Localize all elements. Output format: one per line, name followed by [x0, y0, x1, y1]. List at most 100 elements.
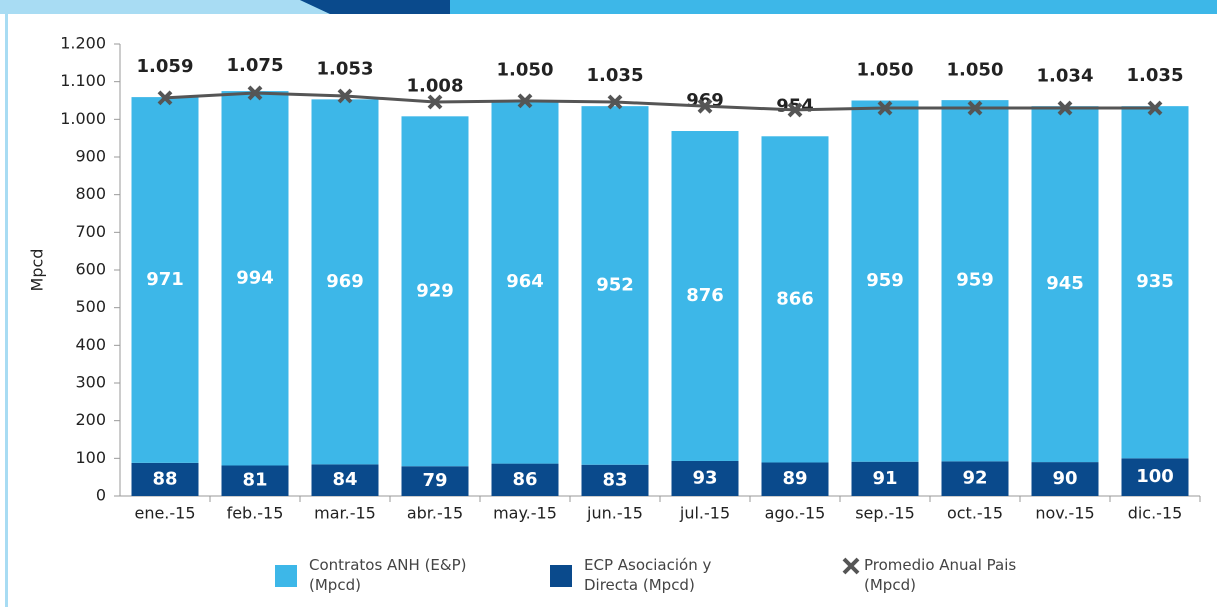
bar-segment	[581, 106, 649, 465]
legend-item: Contratos ANH (E&P) (Mpcd)	[275, 555, 479, 595]
y-tick-label: 700	[75, 222, 106, 241]
bar-segment	[401, 116, 469, 467]
y-axis-label: Mpcd	[28, 249, 47, 292]
total-label: 954	[776, 96, 814, 117]
y-tick-label: 500	[75, 297, 106, 316]
total-label: 1.075	[227, 55, 284, 76]
value-label: 964	[506, 271, 544, 292]
banner-stripe	[0, 0, 330, 14]
line-marker	[247, 85, 263, 101]
value-label: 994	[236, 267, 274, 288]
legend-swatch	[550, 565, 572, 587]
value-label: 876	[686, 285, 724, 306]
bar-segment	[1121, 458, 1189, 496]
legend-item: Promedio Anual Pais (Mpcd)	[840, 555, 1034, 595]
line-marker	[157, 90, 173, 106]
line-series	[164, 91, 1155, 112]
value-label: 935	[1136, 271, 1174, 292]
line-marker	[1147, 100, 1163, 116]
line-marker	[787, 102, 803, 118]
line-marker	[1057, 100, 1073, 116]
total-label: 1.035	[587, 65, 644, 86]
legend-swatch	[840, 555, 862, 577]
value-label: 84	[332, 469, 357, 490]
line-marker	[967, 100, 983, 116]
legend-swatch	[275, 565, 297, 587]
value-label: 959	[956, 270, 994, 291]
value-label: 83	[602, 469, 627, 490]
value-label: 100	[1136, 466, 1174, 487]
value-label: 81	[242, 470, 267, 491]
x-tick-label: sep.-15	[855, 504, 915, 523]
line-marker	[697, 98, 713, 114]
line-marker	[517, 93, 533, 109]
x-tick-label: ene.-15	[134, 504, 195, 523]
bar-segment	[1031, 462, 1099, 496]
value-label: 866	[776, 288, 814, 309]
y-tick-label: 200	[75, 410, 106, 429]
bar-segment	[941, 100, 1009, 462]
total-label: 1.059	[137, 56, 194, 77]
total-label: 1.034	[1037, 66, 1094, 87]
bar-segment	[671, 460, 739, 496]
x-tick-label: oct.-15	[947, 504, 1003, 523]
bar-segment	[761, 462, 829, 496]
value-label: 88	[152, 468, 177, 489]
value-label: 969	[326, 271, 364, 292]
x-tick-label: jun.-15	[586, 504, 643, 523]
line-marker	[427, 94, 443, 110]
total-label: 1.050	[947, 60, 1004, 81]
bar-segment	[131, 462, 199, 496]
bar-segment	[401, 466, 469, 496]
bar-segment	[761, 136, 829, 463]
value-label: 92	[962, 468, 987, 489]
total-label: 1.053	[317, 58, 374, 79]
bar-segment	[671, 131, 739, 461]
bar-segment	[491, 100, 559, 464]
y-tick-label: 900	[75, 147, 106, 166]
total-label: 1.050	[497, 60, 554, 81]
bar-segment	[1031, 106, 1099, 463]
bar-segment	[311, 99, 379, 465]
banner-stripe	[300, 0, 450, 14]
bar-segment	[851, 461, 919, 496]
line-marker	[607, 94, 623, 110]
legend-label: ECP Asociación y Directa (Mpcd)	[584, 556, 712, 594]
y-tick-label: 300	[75, 373, 106, 392]
value-label: 952	[596, 274, 634, 295]
y-tick-label: 100	[75, 448, 106, 467]
y-tick-label: 1.000	[60, 109, 106, 128]
y-tick-label: 600	[75, 260, 106, 279]
value-label: 93	[692, 467, 717, 488]
x-tick-label: feb.-15	[227, 504, 284, 523]
y-tick-label: 400	[75, 335, 106, 354]
y-tick-label: 0	[96, 486, 106, 505]
value-label: 929	[416, 280, 454, 301]
bar-segment	[941, 461, 1009, 496]
x-tick-label: nov.-15	[1035, 504, 1094, 523]
value-label: 91	[872, 468, 897, 489]
x-tick-label: abr.-15	[407, 504, 463, 523]
bar-segment	[491, 463, 559, 496]
total-label: 1.035	[1127, 65, 1184, 86]
value-label: 959	[866, 270, 904, 291]
legend-label: Contratos ANH (E&P) (Mpcd)	[309, 556, 467, 594]
bar-segment	[581, 464, 649, 496]
bar-segment	[311, 464, 379, 496]
value-label: 971	[146, 269, 184, 290]
value-label: 89	[782, 468, 807, 489]
total-label: 1.050	[857, 60, 914, 81]
y-tick-label: 800	[75, 184, 106, 203]
line-marker	[337, 88, 353, 104]
bar-segment	[131, 97, 199, 463]
x-tick-label: mar.-15	[314, 504, 376, 523]
side-border	[5, 14, 8, 607]
x-tick-label: jul.-15	[679, 504, 730, 523]
value-label: 86	[512, 469, 537, 490]
bar-segment	[221, 91, 289, 466]
value-label: 90	[1052, 468, 1077, 489]
x-tick-label: may.-15	[493, 504, 557, 523]
bar-segment	[221, 465, 289, 496]
